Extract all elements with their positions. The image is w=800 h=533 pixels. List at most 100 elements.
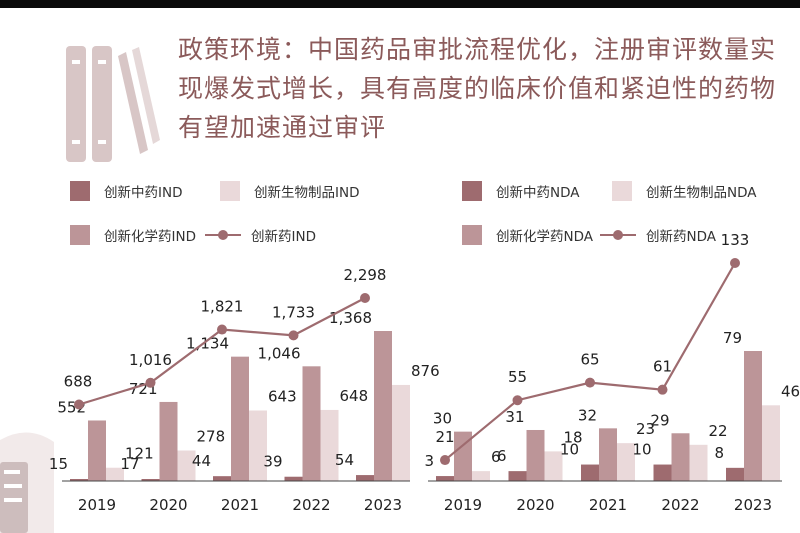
label-line: 1,733 bbox=[272, 303, 315, 321]
x-tick-label: 2019 bbox=[444, 496, 482, 514]
legend-swatch bbox=[462, 181, 482, 201]
bar-tcm bbox=[356, 475, 374, 481]
bar-chem bbox=[88, 420, 106, 481]
legend-line-swatch bbox=[600, 225, 636, 245]
bar-tcm bbox=[508, 471, 527, 481]
legend-item-chem-nda: 创新化学药NDA bbox=[462, 225, 593, 245]
bar-tcm bbox=[581, 464, 599, 481]
label-line: 21 bbox=[435, 428, 454, 446]
label-chem: 32 bbox=[578, 406, 597, 424]
bar-bio bbox=[392, 384, 410, 481]
x-tick-label: 2023 bbox=[364, 496, 402, 514]
legend-line-swatch bbox=[205, 225, 241, 245]
bar-chem bbox=[302, 366, 321, 481]
line-point bbox=[74, 399, 84, 410]
legend-label: 创新生物制品IND bbox=[254, 185, 360, 201]
x-tick-label: 2021 bbox=[221, 496, 259, 514]
label-tcm: 10 bbox=[632, 441, 651, 459]
label-line: 55 bbox=[508, 368, 527, 386]
bar-bio bbox=[177, 450, 196, 481]
label-tcm: 17 bbox=[120, 455, 139, 473]
bar-tcm bbox=[436, 476, 454, 481]
line-point bbox=[585, 377, 595, 388]
label-bio: 46 bbox=[781, 382, 800, 400]
label-tcm: 44 bbox=[192, 452, 211, 470]
label-bio: 121 bbox=[125, 445, 154, 463]
bar-bio bbox=[249, 410, 267, 481]
label-bio: 876 bbox=[411, 362, 440, 380]
legend-swatch bbox=[70, 225, 90, 245]
line-point bbox=[360, 293, 370, 303]
line-point bbox=[657, 384, 668, 395]
page-title: 政策环境：中国药品审批流程优化，注册审评数量实现爆发式增长，具有高度的临床价值和… bbox=[178, 35, 777, 142]
legend-item-bio-ind: 创新生物制品IND bbox=[220, 181, 359, 201]
label-line: 133 bbox=[721, 231, 750, 249]
clipboard-icon bbox=[0, 432, 54, 533]
bar-chem bbox=[526, 429, 545, 481]
label-tcm: 8 bbox=[714, 444, 724, 462]
label-chem: 79 bbox=[723, 329, 742, 347]
bar-chem bbox=[671, 433, 690, 481]
x-tick-label: 2020 bbox=[149, 496, 187, 514]
label-tcm: 10 bbox=[560, 441, 579, 459]
bar-bio bbox=[544, 451, 563, 481]
bar-tcm bbox=[284, 476, 303, 481]
bar-tcm bbox=[726, 467, 744, 481]
line-point bbox=[217, 324, 227, 335]
legend-swatch bbox=[462, 225, 482, 245]
label-bio: 643 bbox=[268, 387, 297, 405]
x-tick-label: 2022 bbox=[661, 496, 699, 514]
line-point bbox=[730, 258, 740, 268]
x-tick-label: 2019 bbox=[78, 496, 116, 514]
label-tcm: 54 bbox=[335, 451, 354, 469]
legend-swatch bbox=[70, 181, 90, 201]
legend-swatch bbox=[220, 181, 240, 201]
label-line: 1,821 bbox=[201, 298, 244, 316]
legend-item-line-ind: 创新药IND bbox=[205, 225, 316, 245]
label-bio: 278 bbox=[197, 428, 226, 446]
legend-item-tcm-ind: 创新中药IND bbox=[70, 181, 182, 201]
label-line: 1,016 bbox=[129, 351, 172, 369]
bar-bio bbox=[106, 467, 124, 481]
label-line: 688 bbox=[64, 372, 93, 390]
label-tcm: 15 bbox=[49, 455, 68, 473]
label-line: 61 bbox=[653, 358, 672, 376]
legend-label: 创新生物制品NDA bbox=[646, 185, 757, 201]
bar-chem bbox=[744, 351, 762, 481]
legend-item-tcm-nda: 创新中药NDA bbox=[462, 181, 580, 201]
x-tick-label: 2020 bbox=[516, 496, 554, 514]
book-icon bbox=[66, 46, 160, 162]
bar-chem bbox=[454, 431, 472, 481]
x-tick-label: 2021 bbox=[589, 496, 627, 514]
bar-tcm bbox=[213, 476, 231, 481]
label-tcm: 39 bbox=[263, 453, 282, 471]
legend-label: 创新中药NDA bbox=[496, 185, 580, 201]
label-bio: 18 bbox=[564, 428, 583, 446]
label-bio: 23 bbox=[636, 420, 655, 438]
bar-bio bbox=[689, 444, 708, 481]
legend-label: 创新药IND bbox=[251, 229, 316, 245]
label-tcm: 6 bbox=[497, 447, 507, 465]
legend-swatch bbox=[612, 181, 632, 201]
label-chem: 31 bbox=[505, 408, 524, 426]
label-chem: 30 bbox=[433, 410, 452, 428]
top-bar bbox=[0, 0, 800, 8]
legend-label: 创新中药IND bbox=[104, 185, 183, 201]
label-bio: 648 bbox=[340, 387, 369, 405]
bar-bio bbox=[762, 405, 780, 481]
label-chem: 29 bbox=[650, 411, 669, 429]
label-line: 65 bbox=[580, 351, 599, 369]
bar-chem bbox=[159, 401, 178, 481]
legend-label: 创新化学药NDA bbox=[496, 229, 593, 245]
line-point bbox=[145, 377, 156, 388]
label-line: 2,298 bbox=[344, 266, 387, 284]
line-point bbox=[288, 330, 299, 341]
x-tick-label: 2023 bbox=[734, 496, 772, 514]
bar-tcm bbox=[70, 479, 88, 481]
line-point bbox=[512, 395, 523, 406]
x-tick-label: 2022 bbox=[292, 496, 330, 514]
bar-tcm bbox=[141, 479, 160, 481]
label-chem: 1,368 bbox=[329, 309, 372, 327]
